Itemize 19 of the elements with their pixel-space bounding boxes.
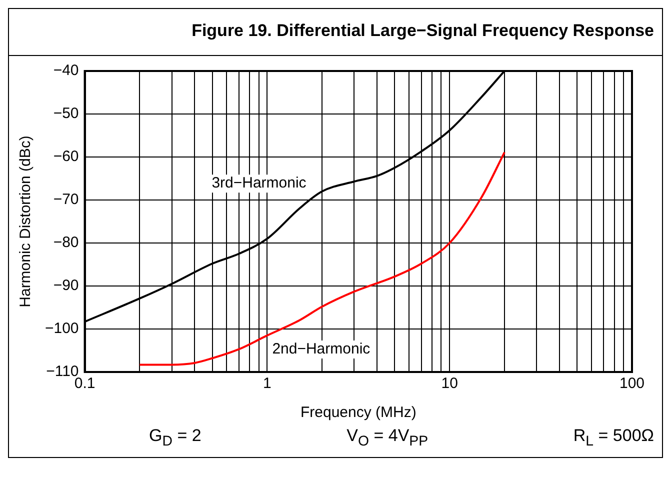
- series-label: 3rd−Harmonic: [212, 174, 307, 192]
- x-tick-label: 0.1: [74, 375, 96, 392]
- y-tick-label: −90: [53, 277, 79, 294]
- text: R$_{L}$ = 500Ω: [573, 426, 654, 450]
- chart-title: Figure 19. Differential Large−Signal Frequency Response: [9, 9, 662, 56]
- x-tick-label: 100: [619, 375, 645, 392]
- y-tick-label: −100: [44, 320, 79, 338]
- y-tick-label: −70: [53, 191, 79, 208]
- y-tick-label: −50: [53, 105, 79, 122]
- y-tick-label: −60: [53, 148, 79, 166]
- y-axis-title: Harmonic Distortion (dBc): [17, 136, 34, 308]
- text: V$_{O}$ = 4V$_{PP}$: [346, 426, 428, 450]
- x-axis-title: Frequency (MHz): [300, 404, 416, 422]
- series-label: 2nd−Harmonic: [272, 340, 371, 358]
- y-tick-label: −80: [53, 234, 79, 252]
- y-tick-label: −40: [53, 62, 79, 80]
- text: G$_{D}$ = 2: [149, 426, 202, 450]
- x-tick-label: 1: [263, 375, 272, 392]
- x-tick-label: 10: [441, 375, 458, 392]
